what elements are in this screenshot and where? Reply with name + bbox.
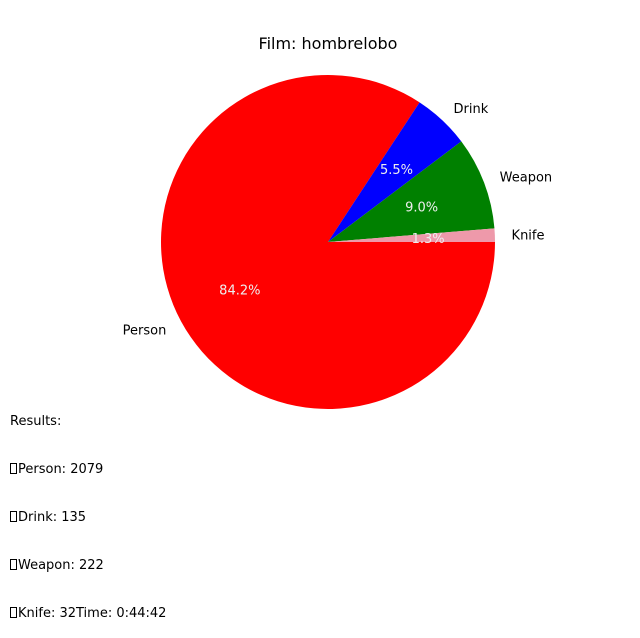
chart-title: Film: hombrelobo (259, 34, 398, 53)
results-panel: Results: Person: 2079 Drink: 135 Weapon:… (10, 382, 166, 638)
slice-label-knife: Knife (512, 229, 545, 244)
results-line-drink: Drink: 135 (10, 510, 166, 526)
results-heading: Results: (10, 414, 62, 429)
slice-percent-person: 84.2% (219, 284, 260, 299)
pie-slice-weapon (328, 141, 495, 242)
missing-glyph-icon (10, 559, 17, 570)
missing-glyph-icon (10, 607, 17, 618)
pie-slice-drink (328, 102, 462, 243)
pie-slice-knife (328, 228, 495, 242)
missing-glyph-icon (10, 463, 17, 474)
results-line-knife: Knife: 32Time: 0:44:42 (10, 606, 166, 622)
missing-glyph-icon (10, 511, 17, 522)
pie-chart: Film: hombrelobo Person 84.2% Drink 5.5% Wea… (123, 34, 553, 409)
results-line-person: Person: 2079 (10, 462, 166, 478)
slice-label-drink: Drink (454, 102, 489, 117)
slice-percent-drink: 5.5% (380, 163, 413, 178)
slice-percent-weapon: 9.0% (405, 200, 438, 215)
slice-percent-knife: 1.3% (412, 232, 445, 247)
slice-label-person: Person (123, 323, 167, 338)
results-line-weapon: Weapon: 222 (10, 558, 166, 574)
slice-label-weapon: Weapon (500, 171, 553, 186)
